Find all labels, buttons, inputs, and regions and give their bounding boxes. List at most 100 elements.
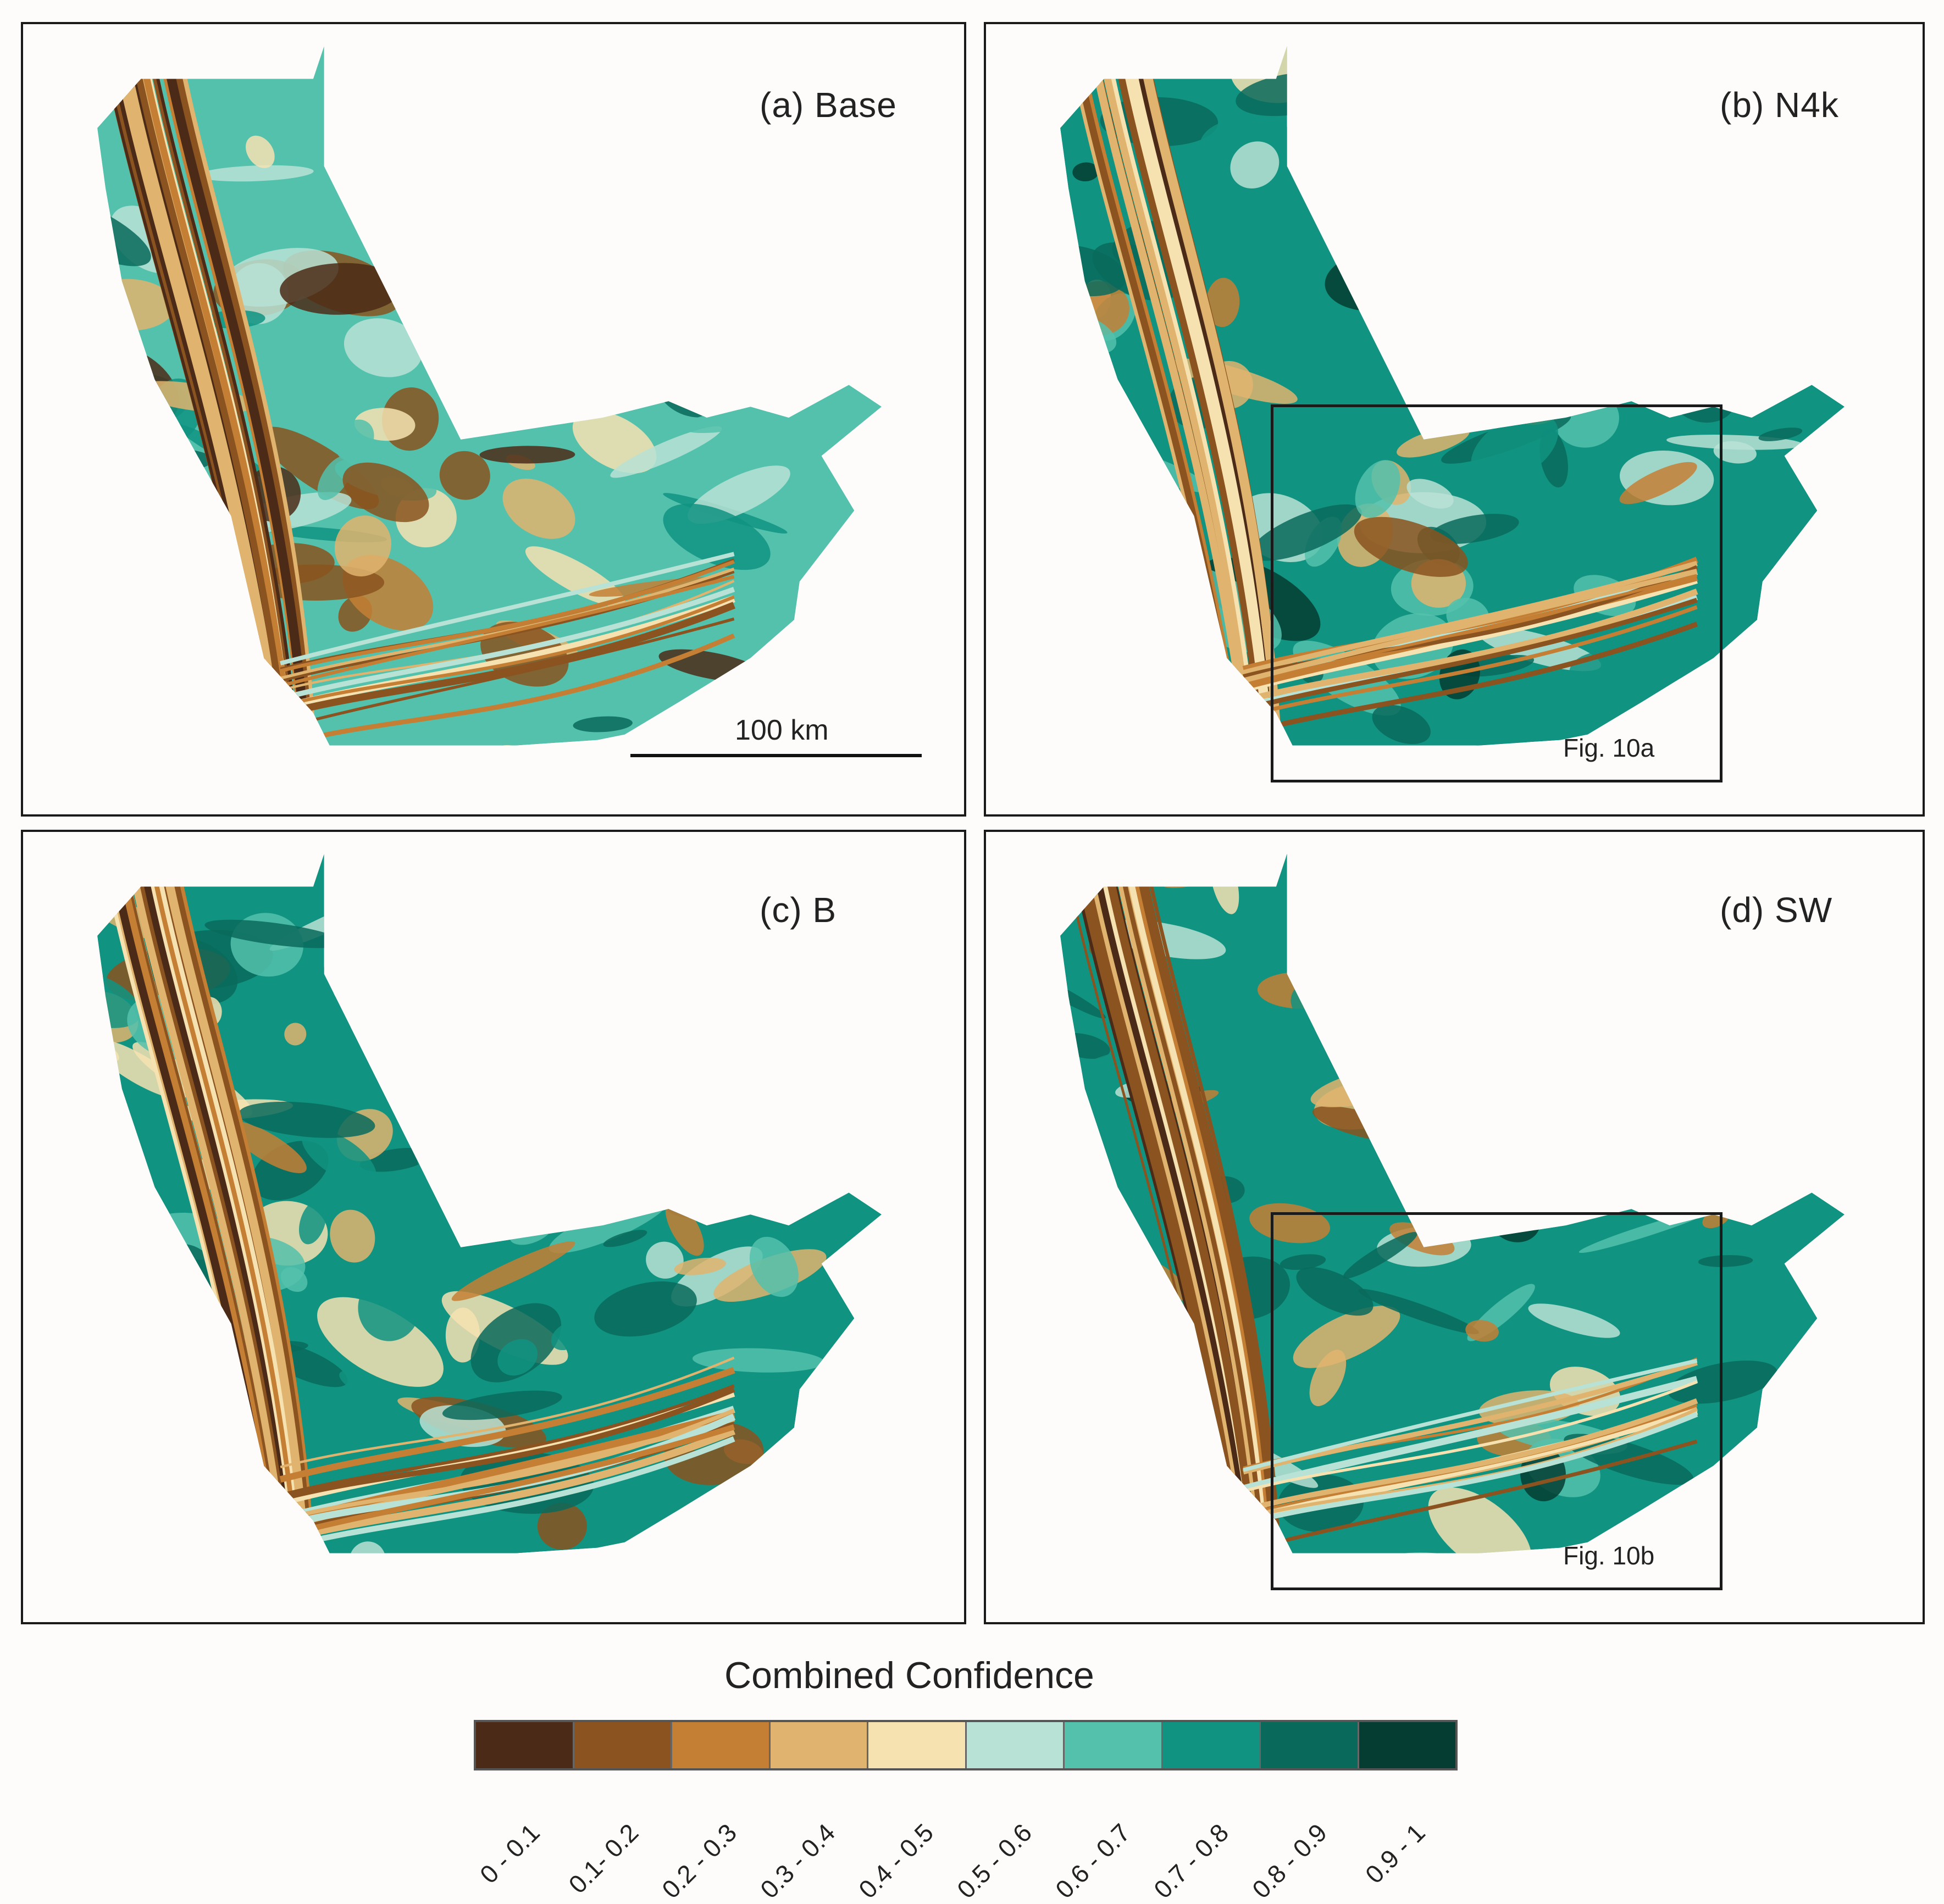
map-confidence-patch bbox=[551, 1322, 585, 1351]
map-confidence-patch bbox=[1319, 108, 1350, 164]
map-confidence-patch bbox=[502, 479, 575, 539]
map-confidence-patch bbox=[1152, 1462, 1186, 1486]
map-confidence-patch bbox=[671, 1246, 763, 1307]
map-confidence-patch bbox=[573, 716, 633, 732]
map-confidence-patch bbox=[537, 1502, 587, 1550]
map-confidence-patch bbox=[1478, 627, 1601, 671]
map-confidence-patch bbox=[1345, 1000, 1442, 1031]
map-confidence-patch bbox=[97, 968, 141, 1028]
map-fault-band bbox=[149, 880, 297, 1553]
map-confidence-patch bbox=[504, 1024, 563, 1061]
map-confidence-patch bbox=[1293, 1306, 1400, 1368]
map-panel-base: (a) Base 100 km bbox=[21, 22, 966, 817]
map-confidence-patch bbox=[148, 1479, 264, 1537]
map-confidence-patch bbox=[1701, 959, 1829, 999]
map-confidence-patch bbox=[1729, 958, 1785, 1004]
map-confidence-patch bbox=[770, 1446, 801, 1491]
map-confidence-patch bbox=[1403, 795, 1433, 814]
map-confidence-patch bbox=[605, 1124, 700, 1168]
map-confidence-patch bbox=[97, 1248, 114, 1265]
map-confidence-patch bbox=[1749, 1083, 1796, 1107]
legend-tick-label: 0.6 - 0.7 bbox=[1049, 1818, 1136, 1904]
legend-tick-label: 0.4 - 0.5 bbox=[852, 1818, 939, 1904]
map-confidence-patch bbox=[455, 1142, 527, 1197]
map-confidence-patch bbox=[23, 1462, 63, 1522]
map-fault-band bbox=[1242, 589, 1698, 704]
map-confidence-patch bbox=[1430, 514, 1519, 544]
map-confidence-patch bbox=[1764, 235, 1845, 295]
map-panel-b: (c) B bbox=[21, 830, 966, 1624]
map-fault-band bbox=[1128, 880, 1270, 1553]
map-confidence-patch bbox=[1524, 24, 1660, 34]
map-confidence-patch bbox=[1060, 1334, 1111, 1385]
map-fault-band bbox=[1106, 880, 1260, 1553]
map-fault-band bbox=[1121, 880, 1266, 1553]
map-confidence-patch bbox=[1483, 1067, 1602, 1131]
map-fault-band bbox=[1086, 880, 1244, 1553]
map-fault-band bbox=[279, 1436, 735, 1551]
map-confidence-patch bbox=[1343, 1232, 1417, 1279]
map-confidence-patch bbox=[571, 1116, 693, 1149]
map-confidence-patch bbox=[1309, 1350, 1347, 1406]
map-confidence-patch bbox=[1154, 1406, 1209, 1452]
map-confidence-patch bbox=[348, 24, 486, 42]
map-confidence-patch bbox=[488, 319, 593, 351]
map-fault-band bbox=[1242, 1375, 1698, 1492]
map-confidence-patch bbox=[97, 270, 99, 346]
map-fault-band bbox=[1139, 880, 1280, 1553]
map-confidence-patch bbox=[728, 1115, 758, 1167]
map-confidence-patch bbox=[451, 1241, 575, 1301]
map-confidence-patch bbox=[1402, 144, 1431, 179]
map-confidence-patch bbox=[528, 265, 650, 334]
legend-swatch bbox=[1261, 1722, 1359, 1768]
map-confidence-patch bbox=[581, 388, 633, 414]
map-confidence-patch bbox=[602, 858, 701, 940]
map-confidence-patch bbox=[1532, 1065, 1592, 1114]
map-confidence-patch bbox=[136, 621, 241, 634]
map-fault-band bbox=[135, 73, 290, 746]
map-confidence-patch bbox=[1060, 1467, 1150, 1522]
legend-swatch bbox=[966, 1722, 1065, 1768]
map-fault-band bbox=[1243, 1358, 1698, 1472]
map-confidence-patch bbox=[1582, 853, 1640, 859]
map-confidence-patch bbox=[1109, 767, 1235, 814]
map-confidence-patch bbox=[97, 1181, 151, 1207]
map-confidence-patch bbox=[1619, 462, 1697, 504]
map-confidence-patch bbox=[1391, 275, 1529, 317]
legend-swatch bbox=[1065, 1722, 1163, 1768]
map-confidence-patch bbox=[1471, 412, 1559, 483]
map-confidence-patch bbox=[440, 832, 529, 853]
map-confidence-patch bbox=[511, 990, 566, 1020]
map-confidence-patch bbox=[658, 853, 773, 904]
map-fault-band bbox=[280, 567, 735, 680]
map-confidence-patch bbox=[1354, 517, 1468, 577]
map-confidence-patch bbox=[1439, 1017, 1470, 1070]
map-fault-band bbox=[155, 73, 300, 746]
map-confidence-patch bbox=[445, 1307, 480, 1363]
map-confidence-patch bbox=[1060, 290, 1091, 341]
map-confidence-patch bbox=[1463, 785, 1601, 814]
map-confidence-patch bbox=[467, 782, 513, 814]
map-confidence-patch bbox=[1626, 1241, 1699, 1291]
legend-tick-label: 0.3 - 0.4 bbox=[754, 1818, 840, 1904]
map-confidence-patch bbox=[986, 1217, 998, 1309]
map-fault-band bbox=[280, 560, 735, 673]
map-confidence-patch bbox=[1823, 1094, 1845, 1142]
map-confidence-patch bbox=[686, 265, 713, 315]
map-confidence-patch bbox=[499, 171, 533, 204]
map-confidence-patch bbox=[442, 1390, 562, 1420]
map-confidence-patch bbox=[624, 240, 739, 316]
map-confidence-patch bbox=[476, 24, 566, 51]
map-confidence-patch bbox=[598, 1085, 669, 1125]
map-confidence-patch bbox=[1627, 1298, 1719, 1364]
map-confidence-patch bbox=[390, 853, 512, 891]
map-confidence-patch bbox=[986, 1374, 989, 1497]
inset-figure-label: Fig. 10a bbox=[1563, 734, 1655, 762]
map-confidence-patch bbox=[298, 24, 403, 38]
map-confidence-patch bbox=[1315, 117, 1360, 165]
map-confidence-patch bbox=[1355, 460, 1400, 518]
map-confidence-patch bbox=[1375, 65, 1402, 95]
map-confidence-patch bbox=[1391, 853, 1430, 893]
map-confidence-patch bbox=[674, 1257, 726, 1275]
map-confidence-patch bbox=[461, 1167, 569, 1211]
